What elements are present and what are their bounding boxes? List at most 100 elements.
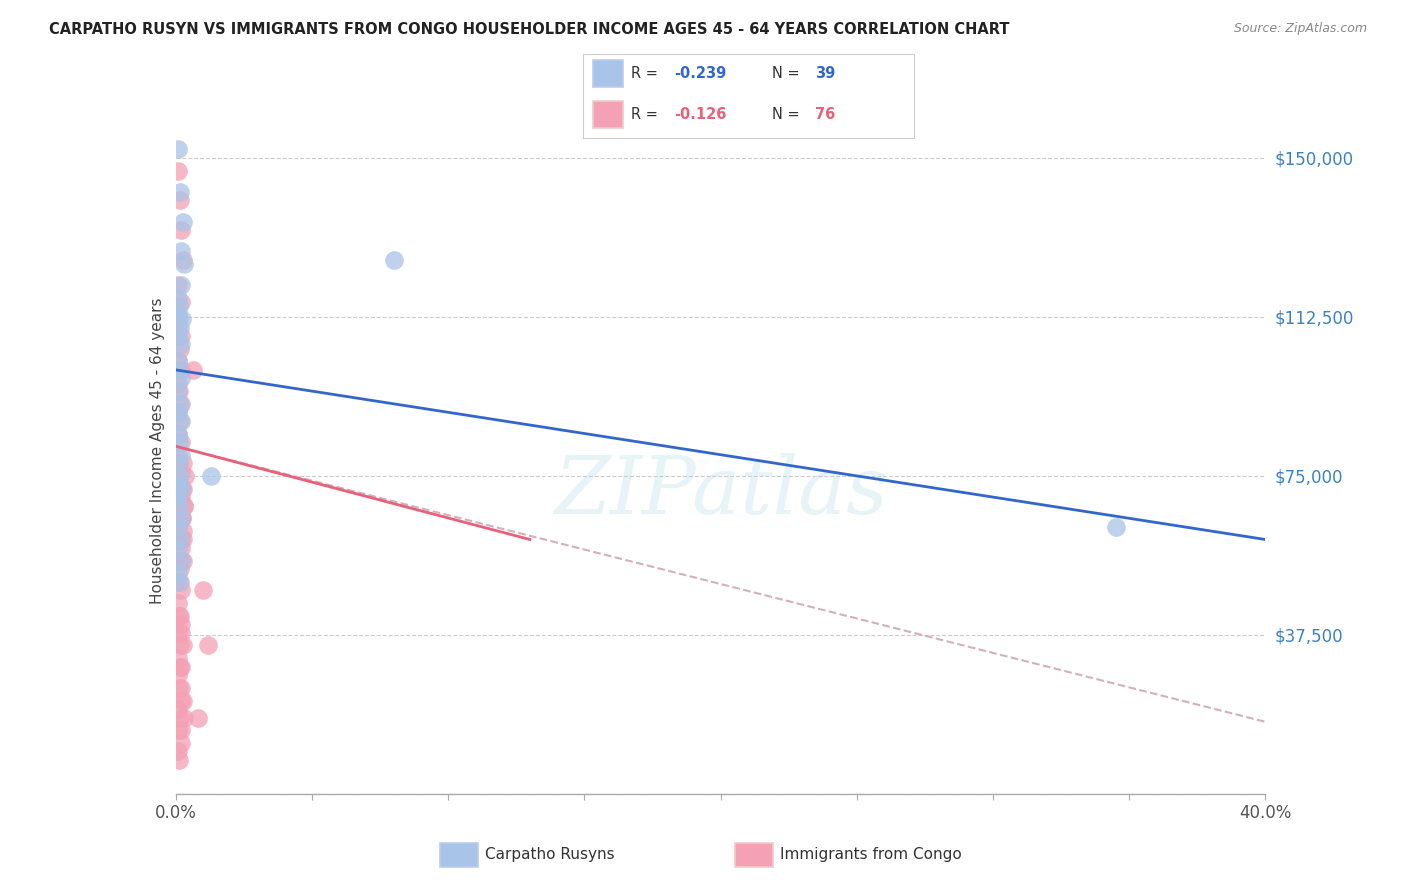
Point: [173, 257, 195, 271]
Point: [172, 456, 194, 470]
Point: [167, 499, 190, 513]
Point: [167, 384, 190, 398]
Y-axis label: Householder Income Ages 45 - 64 years: Householder Income Ages 45 - 64 years: [149, 297, 165, 604]
Point: [167, 143, 190, 157]
Point: [169, 554, 191, 568]
Point: [169, 469, 191, 483]
Point: [167, 625, 190, 640]
Point: [167, 456, 190, 470]
Point: [183, 363, 205, 377]
Point: [167, 405, 190, 419]
Point: [167, 574, 190, 589]
Point: [167, 354, 190, 368]
Point: [169, 363, 191, 377]
Point: [169, 414, 191, 428]
Point: [173, 499, 195, 513]
Point: [167, 499, 190, 513]
Text: ZIPatlas: ZIPatlas: [554, 453, 887, 531]
Point: [169, 320, 191, 334]
Text: 76: 76: [815, 107, 835, 122]
Point: [167, 363, 190, 377]
Point: [170, 482, 193, 496]
Point: [167, 566, 190, 581]
Point: [170, 511, 193, 525]
Point: [172, 533, 194, 547]
Point: [167, 608, 190, 623]
Point: [167, 299, 190, 313]
Point: [174, 469, 197, 483]
Point: [169, 574, 191, 589]
Point: [169, 342, 191, 356]
Point: [169, 295, 191, 310]
Point: [170, 681, 193, 695]
Point: [200, 469, 222, 483]
Point: [169, 583, 191, 598]
Text: CARPATHO RUSYN VS IMMIGRANTS FROM CONGO HOUSEHOLDER INCOME AGES 45 - 64 YEARS CO: CARPATHO RUSYN VS IMMIGRANTS FROM CONGO …: [49, 22, 1010, 37]
Point: [170, 371, 193, 385]
Text: R =: R =: [631, 66, 662, 81]
Point: [172, 214, 194, 228]
Point: [172, 524, 194, 538]
Point: [170, 617, 193, 632]
Point: [167, 668, 190, 682]
Point: [170, 541, 193, 555]
Point: [167, 574, 190, 589]
FancyBboxPatch shape: [440, 843, 478, 867]
Point: [191, 583, 214, 598]
Point: [169, 414, 191, 428]
Point: [172, 252, 194, 267]
Point: [1104, 520, 1126, 534]
Text: Source: ZipAtlas.com: Source: ZipAtlas.com: [1233, 22, 1367, 36]
Point: [169, 185, 191, 199]
Point: [169, 533, 191, 547]
Point: [167, 520, 190, 534]
Text: 39: 39: [815, 66, 835, 81]
Point: [167, 554, 190, 568]
Point: [169, 710, 191, 724]
Point: [167, 651, 190, 665]
Point: [167, 354, 190, 368]
Point: [167, 278, 190, 293]
Point: [169, 639, 191, 653]
Point: [170, 465, 193, 479]
Text: -0.126: -0.126: [675, 107, 727, 122]
Point: [167, 291, 190, 305]
Point: [170, 448, 193, 462]
Point: [167, 456, 190, 470]
Point: [172, 639, 194, 653]
Point: [169, 397, 191, 411]
Point: [170, 723, 193, 738]
Point: [382, 252, 405, 267]
FancyBboxPatch shape: [593, 101, 623, 128]
Point: [170, 312, 193, 326]
Point: [169, 533, 191, 547]
Point: [170, 490, 193, 504]
Point: [167, 533, 190, 547]
Point: [169, 659, 191, 673]
Text: N =: N =: [772, 66, 804, 81]
Point: [169, 194, 191, 208]
Point: [169, 337, 191, 351]
Text: Carpatho Rusyns: Carpatho Rusyns: [485, 847, 614, 862]
Point: [167, 723, 190, 738]
Point: [167, 426, 190, 441]
Point: [167, 520, 190, 534]
Point: [167, 477, 190, 491]
Point: [170, 244, 193, 259]
Point: [169, 562, 191, 576]
Point: [167, 448, 190, 462]
Point: [167, 384, 190, 398]
Point: [170, 693, 193, 707]
Text: Immigrants from Congo: Immigrants from Congo: [780, 847, 962, 862]
Point: [169, 736, 191, 750]
Point: [167, 681, 190, 695]
Point: [197, 639, 219, 653]
Point: [172, 482, 194, 496]
Point: [170, 329, 193, 343]
Point: [167, 434, 190, 449]
Point: [167, 753, 190, 767]
Point: [169, 482, 191, 496]
Point: [167, 744, 190, 758]
Point: [172, 693, 194, 707]
Text: R =: R =: [631, 107, 662, 122]
